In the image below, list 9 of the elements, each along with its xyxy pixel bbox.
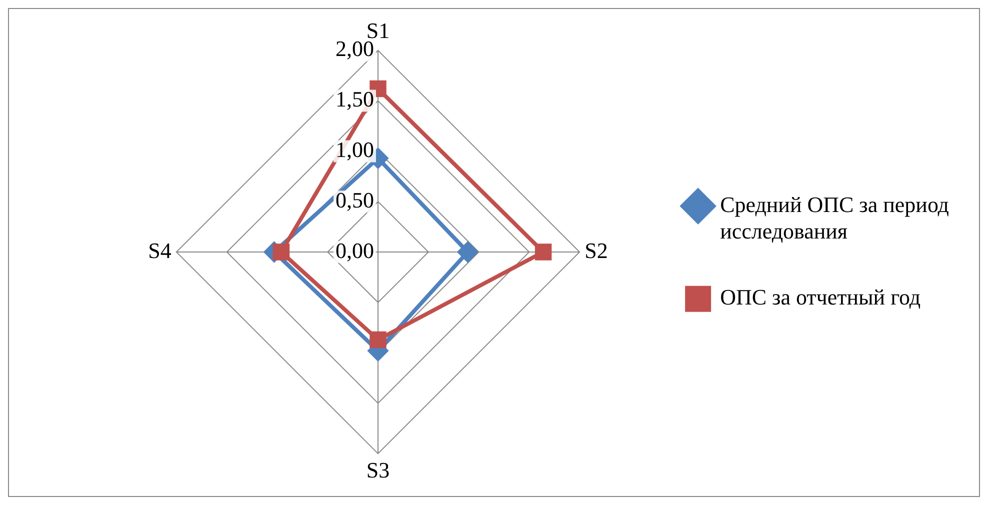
y-tick-label: 0,00 [336, 238, 374, 263]
y-tick-label: 0,50 [336, 187, 374, 212]
y-tick-label: 1,50 [336, 86, 374, 112]
spoke-label: S3 [366, 458, 390, 483]
legend-label: Средний ОПС за период исследования [720, 192, 949, 244]
y-tick-label: 1,00 [336, 136, 374, 162]
spoke-label: S2 [584, 238, 608, 263]
spoke-label: S4 [148, 238, 172, 263]
legend-label: ОПС за отчетный год [720, 284, 921, 310]
